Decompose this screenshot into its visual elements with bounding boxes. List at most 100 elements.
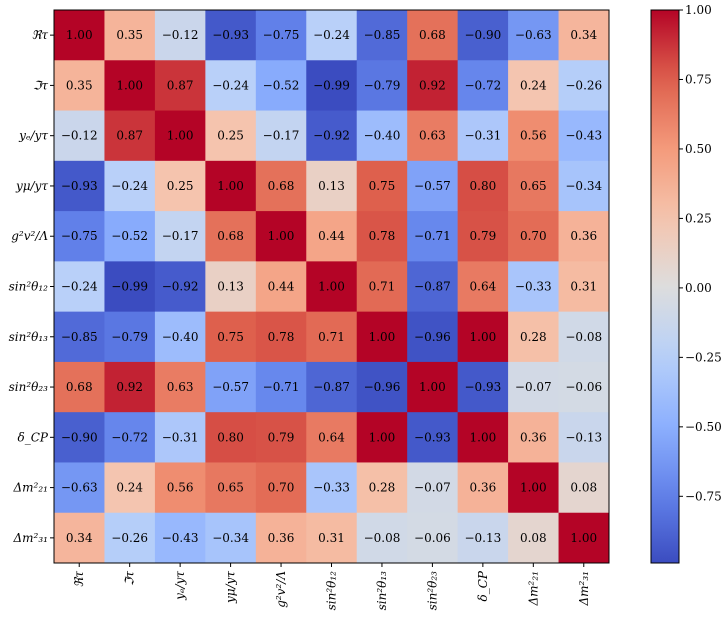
cell-value-label: −0.24 — [313, 28, 350, 42]
heatmap-cell — [54, 110, 105, 162]
colorbar — [650, 9, 680, 564]
colorbar-tick-label: −0.25 — [685, 350, 722, 364]
cell-value-label: −0.79 — [364, 78, 401, 92]
cell-value-label: −0.34 — [212, 531, 249, 545]
cell-value-label: 1.00 — [570, 531, 597, 545]
cell-value-label: −0.43 — [565, 129, 602, 143]
heatmap-cell — [154, 462, 206, 514]
x-tick-label: ℑτ — [123, 571, 137, 586]
heatmap-cell — [356, 462, 408, 514]
cell-value-label: 1.00 — [470, 430, 497, 444]
heatmap-cell — [407, 211, 459, 262]
cell-value-label: −0.08 — [565, 330, 602, 344]
heatmap-cell — [154, 160, 206, 212]
cell-value-label: 0.56 — [167, 481, 194, 495]
cell-value-label: 0.75 — [217, 330, 244, 344]
heatmap-cell — [306, 512, 358, 564]
heatmap-cell — [407, 311, 459, 363]
cell-value-label: −0.13 — [565, 430, 602, 444]
cell-value-label: 0.63 — [167, 380, 194, 394]
cell-value-label: 1.00 — [419, 380, 446, 394]
heatmap-cell — [205, 110, 257, 162]
cell-value-label: −0.40 — [364, 129, 401, 143]
cell-value-label: −0.07 — [515, 380, 552, 394]
heatmap-cell — [205, 160, 257, 212]
cell-value-label: 1.00 — [268, 229, 295, 243]
colorbar-ticks: 1.00 0.75 0.50 0.25 0.00 −0.25 −0.50 −0.75 — [679, 3, 722, 503]
cell-value-label: −0.33 — [515, 280, 552, 294]
heatmap-cell — [54, 160, 105, 212]
heatmap-cell — [255, 261, 307, 313]
cell-value-label: 0.68 — [268, 179, 295, 193]
cell-value-label: 0.68 — [66, 380, 93, 394]
heatmap-cell — [558, 412, 610, 463]
y-tick-label: yₑ/yτ — [18, 129, 48, 143]
cell-value-label: 0.75 — [369, 179, 396, 193]
heatmap-cell — [104, 261, 156, 313]
cell-value-label: 0.65 — [520, 179, 547, 193]
heatmap-cell — [558, 10, 610, 61]
cell-value-label: −0.52 — [111, 229, 148, 243]
heatmap-cell — [306, 462, 358, 514]
heatmap-cell — [407, 261, 459, 313]
heatmap-cell — [104, 311, 156, 363]
heatmap-cell — [255, 211, 307, 262]
cell-value-label: 0.35 — [116, 28, 143, 42]
colorbar-tick-label: 0.00 — [685, 281, 712, 295]
heatmap-cell — [54, 60, 105, 112]
x-tick-labels: ℜτ ℑτ yₑ/yτ yμ/yτ g²v²/Λ sin²θ₁₂ sin²θ₁₃ sin²θ₂… — [72, 563, 591, 610]
heatmap-cell — [205, 211, 257, 262]
heatmap-cell — [154, 211, 206, 262]
heatmap-cell — [407, 462, 459, 514]
heatmap-cell — [306, 211, 358, 262]
cell-value-label: −0.87 — [313, 380, 350, 394]
heatmap-cell — [104, 60, 156, 112]
y-tick-label: sin²θ₂₃ — [9, 380, 49, 394]
cell-value-label: −0.99 — [111, 280, 148, 294]
cell-value-label: 0.31 — [318, 531, 345, 545]
x-tick-label: sin²θ₂₃ — [425, 571, 439, 611]
y-tick-label: sin²θ₁₃ — [9, 330, 49, 344]
y-tick-label: ℜτ — [32, 28, 49, 42]
heatmap-cell — [54, 211, 105, 262]
cell-value-label: −0.93 — [464, 380, 501, 394]
cell-value-label: 0.25 — [217, 129, 244, 143]
cell-value-label: 0.31 — [570, 280, 597, 294]
cell-value-label: −0.71 — [263, 380, 300, 394]
cell-value-label: 0.08 — [570, 481, 597, 495]
cell-value-label: −0.31 — [162, 430, 199, 444]
cell-value-label: −0.72 — [111, 430, 148, 444]
cell-value-label: −0.52 — [263, 78, 300, 92]
heatmap-cell — [457, 361, 509, 413]
colorbar-tick-label: 1.00 — [685, 3, 712, 17]
cell-value-label: −0.93 — [61, 179, 98, 193]
cell-value-label: 0.24 — [520, 78, 547, 92]
heatmap-cell — [154, 110, 206, 162]
heatmap-cell — [205, 512, 257, 564]
heatmap-cell — [255, 10, 307, 61]
cell-value-label: −0.12 — [61, 129, 98, 143]
heatmap-cell — [205, 261, 257, 313]
y-tick-label: δ_CP — [18, 430, 49, 444]
cell-value-label: 0.34 — [570, 28, 597, 42]
colorbar-tick-label: 0.75 — [685, 72, 712, 86]
heatmap-cell — [104, 361, 156, 413]
heatmap-cell — [457, 261, 509, 313]
cell-value-label: −0.90 — [464, 28, 501, 42]
heatmap-cell — [205, 10, 257, 61]
heatmap-cell — [356, 412, 408, 463]
cell-value-label: −0.57 — [414, 179, 451, 193]
heatmap-cell — [306, 361, 358, 413]
heatmap-cell — [205, 462, 257, 514]
heatmap-cell — [558, 462, 610, 514]
heatmap-cell — [508, 311, 560, 363]
cell-value-label: 0.13 — [318, 179, 345, 193]
cell-value-label: 0.34 — [66, 531, 93, 545]
heatmap-cells: 1.00 0.35 −0.12 −0.93 −0.75 −0.24 −0.85 0.68 −0.… — [54, 10, 610, 564]
cell-value-label: 0.79 — [470, 229, 497, 243]
x-tick-label: g²v²/Λ — [274, 571, 288, 608]
heatmap-cell — [306, 160, 358, 212]
cell-value-label: 1.00 — [217, 179, 244, 193]
cell-value-label: 1.00 — [520, 481, 547, 495]
cell-value-label: −0.24 — [61, 280, 98, 294]
